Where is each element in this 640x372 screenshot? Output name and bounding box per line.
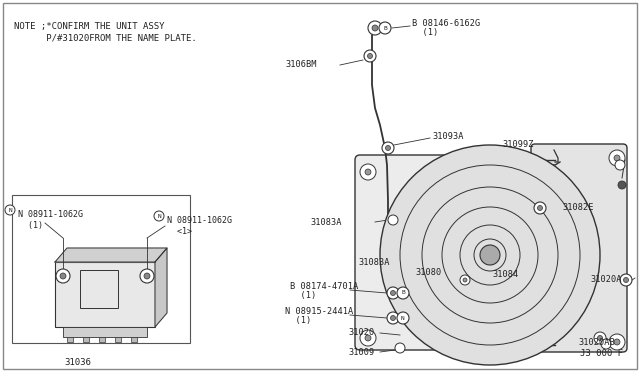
Circle shape [534,202,546,214]
FancyBboxPatch shape [355,155,560,350]
Circle shape [460,275,470,285]
Bar [99,337,105,342]
Text: N 08911-1062G: N 08911-1062G [167,216,232,225]
Bar [55,262,155,327]
Bar [67,337,73,342]
Circle shape [615,160,625,170]
Circle shape [609,150,625,166]
Circle shape [56,269,70,283]
Circle shape [601,339,611,349]
Bar [395,245,445,275]
Bar [115,337,121,342]
Circle shape [144,273,150,279]
Text: 31080: 31080 [415,268,441,277]
Circle shape [397,312,409,324]
Circle shape [382,142,394,154]
Circle shape [380,145,600,365]
Circle shape [614,155,620,161]
Text: <1>: <1> [167,227,192,236]
Circle shape [463,278,467,282]
Bar [63,327,147,337]
Circle shape [154,211,164,221]
Circle shape [614,339,620,345]
Circle shape [397,287,409,299]
Text: (1): (1) [18,221,43,230]
Circle shape [609,334,625,350]
Text: B 08146-6162G: B 08146-6162G [412,19,480,28]
Text: 31084: 31084 [492,270,518,279]
Text: (1): (1) [290,291,316,300]
Text: N 08911-1062G: N 08911-1062G [18,210,83,219]
Bar [12,195,190,343]
Text: (1): (1) [285,316,311,325]
Bar [530,160,550,345]
Circle shape [538,205,543,211]
Text: 31082E: 31082E [562,203,593,212]
Text: 31020A: 31020A [590,275,621,284]
Bar [80,270,118,308]
Text: 31009: 31009 [348,348,374,357]
Text: N: N [8,208,12,212]
Circle shape [395,343,405,353]
Text: 31093A: 31093A [432,132,463,141]
Polygon shape [155,248,167,327]
FancyBboxPatch shape [531,144,627,352]
Text: B: B [383,26,387,31]
Circle shape [60,273,66,279]
Text: P/#31020FROM THE NAME PLATE.: P/#31020FROM THE NAME PLATE. [14,33,196,42]
Circle shape [623,278,628,282]
Circle shape [360,164,376,180]
Bar [83,337,89,342]
Text: N: N [157,214,161,218]
Text: J3 000 F: J3 000 F [580,349,623,358]
Circle shape [360,330,376,346]
Bar [131,337,137,342]
Text: B: B [401,291,405,295]
Text: 31036: 31036 [65,358,92,367]
Circle shape [364,50,376,62]
Circle shape [390,315,396,321]
Circle shape [387,287,399,299]
Text: (1): (1) [412,28,438,37]
Text: N: N [401,315,405,321]
Circle shape [618,181,626,189]
Circle shape [385,145,390,151]
Text: B 08174-4701A: B 08174-4701A [290,282,358,291]
Circle shape [368,21,382,35]
Circle shape [620,274,632,286]
Circle shape [140,269,154,283]
Circle shape [480,245,500,265]
Circle shape [388,215,398,225]
Text: N 08915-2441A: N 08915-2441A [285,307,353,316]
Circle shape [5,205,15,215]
Circle shape [594,332,606,344]
Text: NOTE ;*CONFIRM THE UNIT ASSY: NOTE ;*CONFIRM THE UNIT ASSY [14,22,164,31]
Circle shape [390,291,396,295]
Text: 31083A: 31083A [358,258,390,267]
Circle shape [598,336,602,340]
Text: 31099Z: 31099Z [502,140,534,149]
Text: 31020: 31020 [348,328,374,337]
Text: 31083A: 31083A [310,218,342,227]
Circle shape [387,312,399,324]
Polygon shape [55,248,167,262]
Circle shape [372,25,378,31]
Circle shape [379,22,391,34]
Circle shape [367,54,372,58]
Circle shape [365,335,371,341]
Text: 3106BM: 3106BM [285,60,317,69]
Text: 31020AB: 31020AB [578,338,615,347]
Circle shape [365,169,371,175]
